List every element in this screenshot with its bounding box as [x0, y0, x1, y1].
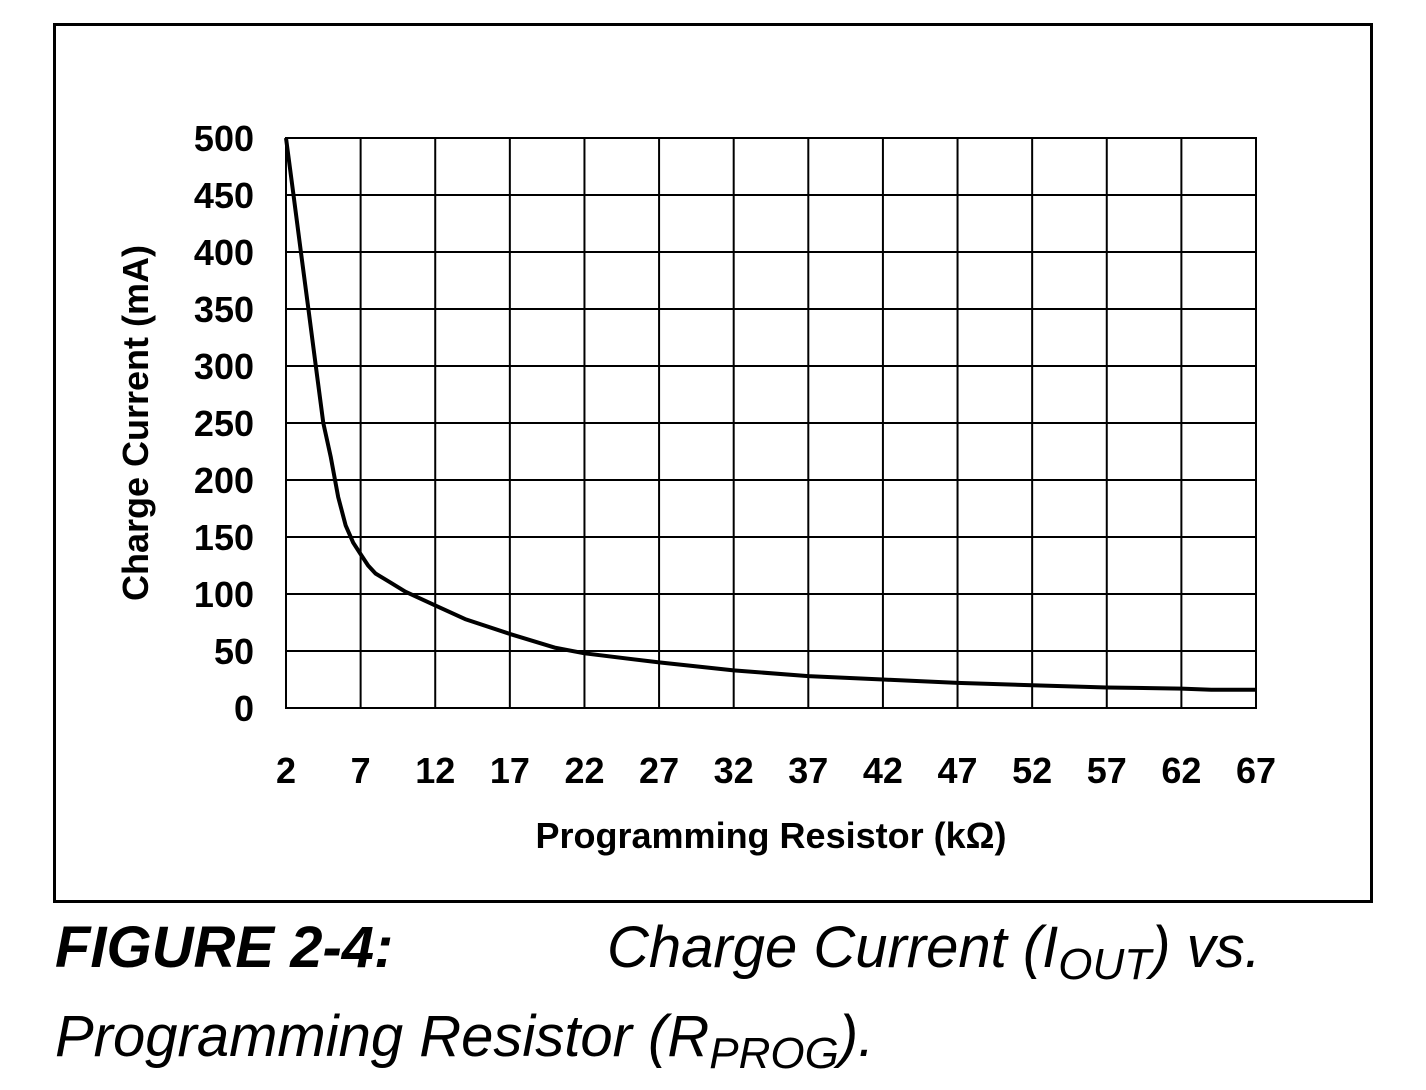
y-axis-title: Charge Current (mA)	[115, 245, 156, 601]
figure-number: FIGURE 2-4:	[55, 915, 394, 980]
y-tick-label: 150	[194, 517, 254, 558]
chart: 2 7 12 17 22 27 32 37 42 47 52 57 62 6750045040035030…	[115, 118, 1276, 856]
caption-line-2: Programming Resistor (RPROG).	[55, 1001, 1415, 1090]
x-tick-label: 52	[1012, 750, 1052, 791]
y-tick-label: 400	[194, 232, 254, 273]
figure-frame: 2 7 12 17 22 27 32 37 42 47 52 57 62 67 500 450 400 350 30…	[53, 23, 1373, 903]
plot-border	[285, 137, 1257, 709]
caption-subscript-1: OUT	[1058, 940, 1152, 989]
x-tick-label: 47	[938, 750, 978, 791]
x-tick-label: 22	[564, 750, 604, 791]
y-tick-label: 0	[234, 688, 254, 729]
caption-line-1: FIGURE 2-4: Charge Current (IOUT) vs.	[55, 912, 1415, 1001]
y-tick-label: 350	[194, 289, 254, 330]
x-tick-label: 57	[1087, 750, 1127, 791]
figure-caption: FIGURE 2-4: Charge Current (IOUT) vs. Pro…	[55, 912, 1415, 1090]
y-tick-label: 500	[194, 118, 254, 159]
x-tick-label: 27	[639, 750, 679, 791]
caption-subscript-2: PROG	[709, 1029, 839, 1078]
x-tick-label: 37	[788, 750, 828, 791]
y-tick-label: 300	[194, 346, 254, 387]
x-tick-label: 32	[714, 750, 754, 791]
x-tick-label: 17	[490, 750, 530, 791]
y-tick-label: 100	[194, 574, 254, 615]
caption-text-2: Programming Resistor (R	[55, 1004, 710, 1069]
y-tick-label: 200	[194, 460, 254, 501]
x-axis-title: Programming Resistor (kΩ)	[536, 815, 1007, 856]
y-tick-label: 450	[194, 175, 254, 216]
x-tick-label: 42	[863, 750, 903, 791]
caption-text-1b: ) vs.	[1151, 915, 1261, 980]
caption-text-1: Charge Current (I	[607, 915, 1059, 980]
series-line	[284, 137, 1256, 692]
x-tick-label: 2	[276, 750, 296, 791]
y-tick-label: 250	[194, 403, 254, 444]
x-tick-label: 7	[351, 750, 371, 791]
caption-text-2b: ).	[838, 1004, 875, 1069]
y-tick-label: 50	[214, 631, 254, 672]
x-tick-label: 62	[1161, 750, 1201, 791]
x-tick-label: 12	[415, 750, 455, 791]
x-tick-label: 67	[1236, 750, 1276, 791]
